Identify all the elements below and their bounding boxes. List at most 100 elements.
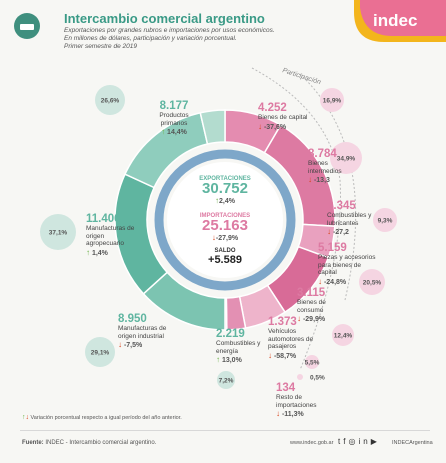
exports-label: EXPORTACIONES (199, 176, 251, 182)
export-slice (199, 109, 226, 145)
change-combustibles-lubricantes: -27,2 (332, 229, 349, 236)
down-arrow-icon: ↓ (297, 314, 301, 323)
value-bienes-consumo: 3.115 (297, 287, 326, 299)
source-label: Fuente: (22, 440, 44, 446)
value-bienes-intermedios: 8.784 (308, 148, 337, 160)
export-bubble (85, 337, 115, 367)
up-arrow-icon: ↑ (22, 414, 26, 421)
facebook-icon[interactable]: f (343, 437, 349, 446)
change-vehiculos: -58,7% (273, 352, 297, 360)
down-arrow-icon: ↓ (308, 175, 312, 184)
down-arrow-icon: ↓ (318, 276, 322, 286)
import-bubble (373, 208, 397, 232)
import-bubble (297, 374, 303, 380)
export-bubble (217, 371, 235, 389)
label-moa: Manufacturas de origen agropecuario (86, 225, 135, 247)
value-moi: 8.950 (118, 313, 147, 325)
linkedin-icon[interactable]: in (358, 437, 371, 446)
label-vehiculos: Vehículos automotores de pasajeros (268, 328, 314, 350)
down-arrow-icon: ↓ (118, 340, 122, 349)
website-link[interactable]: www.indec.gob.ar (290, 440, 334, 446)
footer-divider (20, 430, 430, 431)
up-arrow-icon: ↑ (215, 196, 220, 205)
center-disc (167, 162, 283, 278)
import-bubble (359, 269, 385, 295)
label-combustibles-lubricantes: Combustibles y lubricantes (327, 212, 372, 227)
value-bienes-capital: 4.252 (258, 102, 287, 114)
label-bienes-capital: Bienes de capital (258, 114, 308, 121)
down-arrow-icon: ↓ (327, 227, 331, 236)
social-handle[interactable]: INDECArgentina (392, 440, 433, 446)
exports-total: 30.752 (202, 180, 248, 197)
import-share: 34,9% (337, 156, 356, 163)
label-moi: Manufacturas de origen industrial (118, 325, 167, 340)
footnote-text: Variación porcentual respecto a igual pe… (30, 415, 182, 421)
value-vehiculos: 1.373 (268, 316, 297, 328)
import-share: 9,3% (378, 218, 393, 225)
change-bienes-capital: -37,6% (263, 123, 287, 131)
balance-ring (154, 149, 296, 291)
value-moa: 11.406 (86, 213, 121, 225)
up-arrow-icon: ↑ (86, 247, 90, 257)
imports-change: -27,9% (215, 235, 239, 242)
change-combustibles-energia: 13,0% (221, 357, 242, 364)
balance-label: SALDO (214, 248, 236, 254)
down-arrow-icon: ↓ (25, 414, 30, 421)
subtitle-1: Exportaciones por grandes rubros e impor… (64, 27, 275, 34)
export-bubble (40, 214, 76, 250)
down-arrow-icon: ↓ (268, 350, 272, 360)
balance-value: +5.589 (208, 254, 242, 266)
import-bubble (305, 355, 319, 369)
participation-label: Participación (281, 67, 321, 86)
import-share: 20,5% (363, 280, 382, 287)
source-text: INDEC - Intercambio comercial argentino. (45, 440, 157, 446)
change-moi: -7,5% (123, 342, 143, 349)
imports-total: 25.163 (202, 217, 248, 234)
import-bubble (320, 88, 344, 112)
label-bienes-intermedios: Bienes intermedios (308, 160, 342, 175)
import-share: 12,4% (334, 333, 353, 340)
export-share: 29,1% (91, 350, 110, 357)
logo-text: indec (373, 11, 418, 30)
twitter-icon[interactable]: t (338, 437, 344, 446)
social-icons[interactable]: tf◎in▶ (338, 437, 380, 446)
label-resto-importaciones: Resto de importaciones (276, 394, 317, 409)
label-productos-primarios: Productos primarios (159, 112, 189, 127)
import-share: 5,5% (305, 360, 320, 367)
import-bubble (332, 324, 354, 346)
import-share: 0,5% (310, 375, 325, 382)
change-resto-importaciones: -11,3% (281, 411, 304, 418)
change-productos-primarios: 14,4% (167, 129, 187, 136)
label-bienes-consumo: Bienes de consumo (297, 299, 326, 314)
value-resto-importaciones: 134 (276, 382, 296, 394)
imports-label: IMPORTACIONES (199, 213, 251, 219)
value-combustibles-energia: 2.219 (216, 328, 245, 340)
label-combustibles-energia: Combustibles y energía (216, 340, 261, 355)
change-bienes-intermedios: -13,3 (313, 177, 330, 184)
source-note: Fuente: INDEC - Intercambio comercial ar… (22, 440, 156, 446)
label-piezas-accesorios: Piezas y accesorios para bienes de capit… (318, 254, 376, 276)
value-piezas-accesorios: 5.159 (318, 242, 347, 254)
ship-icon (14, 13, 40, 39)
page-title: Intercambio comercial argentino (64, 11, 265, 26)
down-arrow-icon: ↓ (211, 233, 216, 242)
value-combustibles-lubricantes: 2.345 (327, 200, 356, 212)
export-bubble (95, 85, 125, 115)
indec-logo[interactable] (354, 0, 446, 42)
export-share: 37,1% (49, 230, 68, 237)
down-arrow-icon: ↓ (276, 409, 280, 418)
value-productos-primarios: 8.177 (159, 100, 189, 112)
subtitle-3: Primer semestre de 2019 (64, 43, 137, 50)
export-share: 26,6% (101, 98, 120, 105)
change-bienes-consumo: -29,9% (302, 316, 326, 323)
change-moa: 1,4% (91, 249, 108, 257)
change-piezas-accesorios: -24,8% (323, 278, 347, 286)
subtitle-2: En millones de dólares, participación y … (64, 35, 237, 42)
down-arrow-icon: ↓ (258, 121, 262, 131)
import-bubble (330, 142, 362, 174)
import-share: 16,9% (323, 98, 342, 105)
up-arrow-icon: ↑ (161, 127, 166, 136)
youtube-icon[interactable]: ▶ (370, 437, 380, 446)
instagram-icon[interactable]: ◎ (348, 437, 359, 446)
